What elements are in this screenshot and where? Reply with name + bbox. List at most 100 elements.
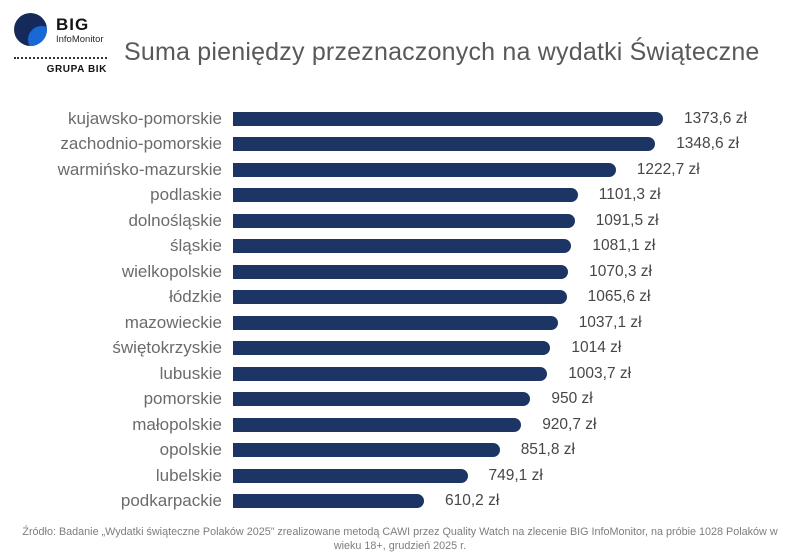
bar-row: podlaskie 1101,3 zł: [0, 183, 800, 209]
bar-and-value: 1348,6 zł: [233, 135, 800, 153]
bar: [233, 468, 468, 483]
bar: [233, 111, 663, 126]
bar-and-value: 1065,6 zł: [233, 288, 800, 306]
value-label: 1014 zł: [571, 339, 622, 357]
source-note: Źródło: Badanie „Wydatki świąteczne Pola…: [22, 526, 778, 552]
bar-track: [233, 366, 548, 381]
category-label: kujawsko-pomorskie: [68, 108, 222, 128]
bar-chart: kujawsko-pomorskie 1373,6 zł zachodnio-pom…: [0, 106, 800, 514]
bar: [233, 443, 500, 458]
bar-track: [233, 111, 663, 126]
bar: [233, 494, 424, 509]
category-label: małopolskie: [132, 414, 222, 434]
bar-and-value: 1222,7 zł: [233, 161, 800, 179]
bar-track: [233, 443, 500, 458]
big-infomonitor-logo: BIG InfoMonitor GRUPA BIK: [14, 13, 118, 75]
bar-row: opolskie 851,8 zł: [0, 438, 800, 464]
bar-row: podkarpackie 610,2 zł: [0, 489, 800, 515]
bar-and-value: 920,7 zł: [233, 416, 800, 434]
bar: [233, 315, 558, 330]
bar: [233, 366, 548, 381]
bar-and-value: 749,1 zł: [233, 467, 800, 485]
bar-and-value: 1091,5 zł: [233, 212, 800, 230]
bar-row: wielkopolskie 1070,3 zł: [0, 259, 800, 285]
bar-row: świętokrzyskie 1014 zł: [0, 336, 800, 362]
bar-track: [233, 213, 575, 228]
logo-subbrand-text: InfoMonitor: [56, 34, 104, 45]
bar-track: [233, 392, 531, 407]
value-label: 749,1 zł: [488, 466, 543, 484]
value-label: 1373,6 zł: [684, 109, 747, 127]
bar: [233, 162, 616, 177]
bar-row: kujawsko-pomorskie 1373,6 zł: [0, 106, 800, 132]
bar: [233, 392, 531, 407]
value-label: 1101,3 zł: [598, 186, 661, 204]
bar: [233, 137, 656, 152]
category-label: śląskie: [170, 236, 222, 256]
category-label: lubelskie: [155, 465, 222, 485]
chart-title: Suma pieniędzy przeznaczonych na wydatki…: [124, 38, 760, 66]
logo-wordmark: BIG InfoMonitor: [56, 13, 104, 46]
bar-track: [233, 264, 569, 279]
logo-group-label: GRUPA BIK: [46, 64, 107, 75]
bar-track: [233, 315, 558, 330]
bar: [233, 239, 572, 254]
bar-and-value: 1081,1 zł: [233, 237, 800, 255]
bar-row: pomorskie 950 zł: [0, 387, 800, 413]
bar-and-value: 1014 zł: [233, 339, 800, 357]
bar-track: [233, 290, 567, 305]
bar-and-value: 610,2 zł: [233, 492, 800, 510]
logo-globe-icon: [14, 13, 47, 46]
bar: [233, 290, 567, 305]
category-label: wielkopolskie: [121, 261, 222, 281]
value-label: 1348,6 zł: [676, 135, 740, 153]
category-label: pomorskie: [143, 389, 222, 409]
bar-row: małopolskie 920,7 zł: [0, 412, 800, 438]
bar-track: [233, 468, 468, 483]
bar-and-value: 950 zł: [233, 390, 800, 408]
bar-and-value: 1070,3 zł: [233, 263, 800, 281]
value-label: 1091,5 zł: [595, 211, 659, 229]
bar-row: warmińsko-mazurskie 1222,7 zł: [0, 157, 800, 183]
bar-and-value: 851,8 zł: [233, 441, 800, 459]
category-label: podkarpackie: [120, 491, 222, 511]
bar-and-value: 1037,1 zł: [233, 314, 800, 332]
bar: [233, 188, 578, 203]
bar-track: [233, 162, 616, 177]
bar: [233, 417, 522, 432]
value-label: 1065,6 zł: [587, 288, 651, 306]
value-label: 1003,7 zł: [568, 364, 632, 382]
value-label: 1222,7 zł: [636, 160, 700, 178]
bar: [233, 213, 575, 228]
bar-row: łódzkie 1065,6 zł: [0, 285, 800, 311]
bar: [233, 341, 551, 356]
bar-row: dolnośląskie 1091,5 zł: [0, 208, 800, 234]
value-label: 610,2 zł: [445, 492, 500, 510]
category-label: lubuskie: [159, 363, 222, 383]
bar: [233, 264, 569, 279]
value-label: 920,7 zł: [542, 415, 597, 433]
bar-row: lubuskie 1003,7 zł: [0, 361, 800, 387]
category-label: warmińsko-mazurskie: [57, 159, 222, 179]
value-label: 1081,1 zł: [592, 237, 656, 255]
logo-brand-text: BIG: [56, 15, 90, 34]
category-label: zachodnio-pomorskie: [60, 134, 222, 154]
bar-track: [233, 239, 572, 254]
category-label: mazowieckie: [124, 312, 222, 332]
logo-dotted-divider: [14, 57, 107, 59]
bar-and-value: 1373,6 zł: [233, 110, 800, 128]
bar-track: [233, 417, 522, 432]
bar-track: [233, 341, 551, 356]
value-label: 1070,3 zł: [589, 262, 653, 280]
bar-track: [233, 494, 424, 509]
value-label: 851,8 zł: [520, 441, 575, 459]
bar-and-value: 1003,7 zł: [233, 365, 800, 383]
category-label: podlaskie: [150, 185, 222, 205]
bar-track: [233, 188, 578, 203]
bar-and-value: 1101,3 zł: [233, 186, 800, 204]
bar-row: zachodnio-pomorskie 1348,6 zł: [0, 132, 800, 158]
logo-top-row: BIG InfoMonitor: [14, 13, 118, 46]
bar-row: śląskie 1081,1 zł: [0, 234, 800, 260]
category-label: dolnośląskie: [128, 210, 222, 230]
